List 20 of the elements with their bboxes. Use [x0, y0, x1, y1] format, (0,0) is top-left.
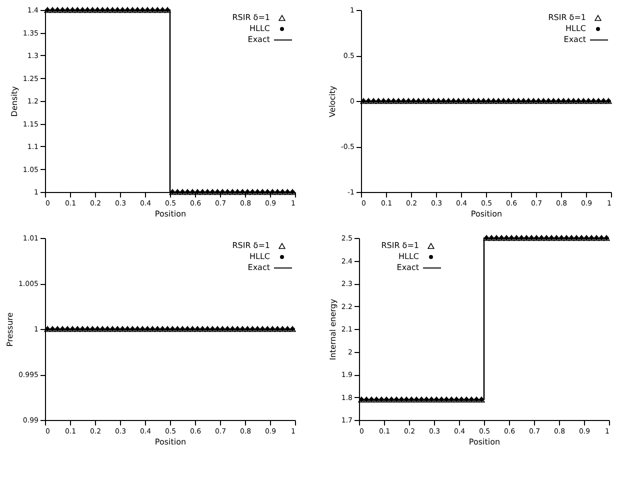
legend-label: Exact [248, 263, 270, 272]
legend-label: HLLC [398, 252, 420, 261]
y-axis-title: Pressure [5, 312, 14, 347]
legend-label: HLLC [249, 24, 270, 33]
x-axis-title: Position [154, 210, 186, 218]
legend-label: HLLC [565, 24, 586, 33]
legend-label: RSIR δ=1 [232, 241, 270, 250]
legend-label: RSIR δ=1 [548, 13, 586, 22]
y-axis-title: Velocity [328, 86, 337, 118]
legend-label: Exact [396, 263, 419, 272]
legend-label: Exact [564, 35, 586, 44]
legend-label: RSIR δ=1 [381, 241, 419, 250]
y-axis-title: Density [10, 86, 19, 117]
x-axis-title: Position [154, 438, 186, 446]
x-axis-title: Position [468, 438, 500, 446]
x-axis-title: Position [470, 210, 502, 218]
legend-label: Exact [248, 35, 270, 44]
legend-label: HLLC [249, 252, 270, 261]
legend-label: RSIR δ=1 [232, 13, 270, 22]
y-axis-title: Internal energy [328, 298, 338, 360]
